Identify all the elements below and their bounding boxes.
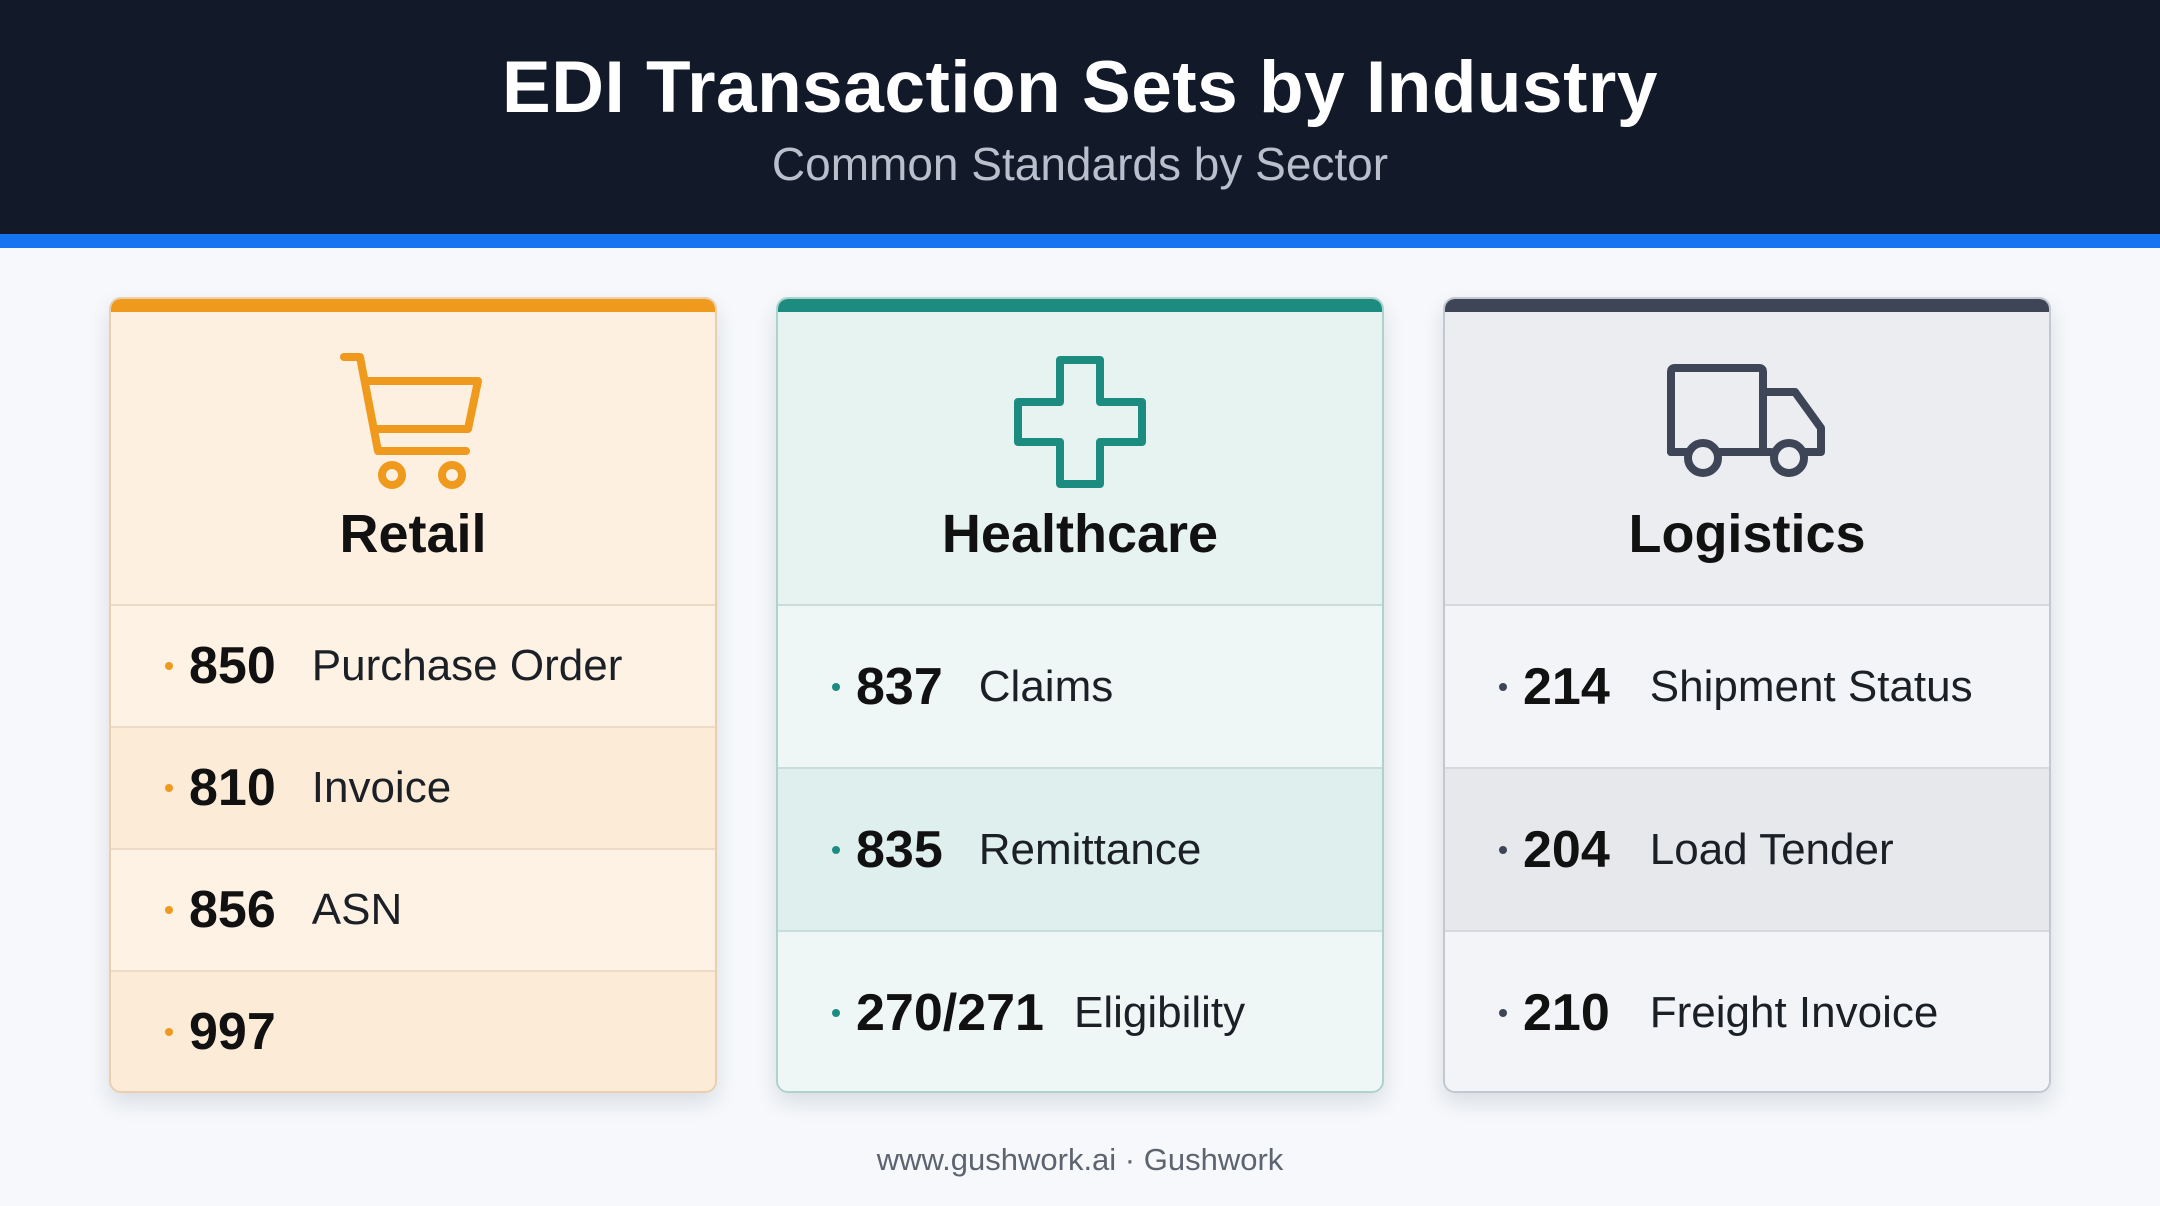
transaction-label: Purchase Order [311, 641, 623, 690]
bullet-dot [832, 845, 840, 854]
header-banner: EDI Transaction Sets by Industry Common … [0, 0, 2160, 234]
transaction-code: 856 [189, 881, 276, 939]
transaction-code: 850 [189, 637, 276, 695]
transaction-label: Freight Invoice [1649, 987, 1939, 1037]
bullet-dot [165, 906, 173, 914]
list-item: 210 Freight Invoice [1445, 930, 2049, 1091]
transaction-code: 810 [189, 759, 276, 817]
transaction-label: Claims [978, 661, 1114, 711]
transaction-code: 997 [189, 1003, 276, 1061]
transaction-list: 214 Shipment Status 204 Load Tender 210 … [1445, 604, 2049, 1091]
bullet-dot [165, 1028, 173, 1036]
transaction-label: Load Tender [1649, 824, 1894, 874]
transaction-label: Invoice [311, 763, 452, 812]
transaction-label: Remittance [978, 824, 1202, 874]
bullet-dot [1499, 845, 1507, 854]
transaction-code: 835 [856, 820, 943, 879]
card-topbar [1445, 299, 2049, 312]
transaction-label: Eligibility [1073, 987, 1246, 1037]
transaction-code: 210 [1523, 983, 1610, 1042]
transaction-list: 837 Claims 835 Remittance 270/271 Eligib… [778, 604, 1382, 1091]
card-retail: Retail 850 Purchase Order 810 Invoice 85… [109, 297, 717, 1093]
list-item: 835 Remittance [778, 767, 1382, 930]
card-topbar [111, 299, 715, 312]
transaction-code: 837 [856, 657, 943, 716]
list-item: 837 Claims [778, 604, 1382, 767]
truck-icon [1663, 362, 1831, 489]
list-item: 204 Load Tender [1445, 767, 2049, 930]
medical-cross-icon [1012, 354, 1148, 495]
list-item: 856 ASN [111, 848, 715, 970]
transaction-code: 204 [1523, 820, 1610, 879]
shopping-cart-icon [338, 351, 488, 500]
header-accent-rule [0, 234, 2160, 248]
card-logistics: Logistics 214 Shipment Status 204 Load T… [1443, 297, 2051, 1093]
card-title: Logistics [1628, 504, 1866, 564]
bullet-dot [832, 682, 840, 691]
card-healthcare: Healthcare 837 Claims 835 Remittance 270… [776, 297, 1384, 1093]
bullet-dot [832, 1008, 840, 1017]
transaction-code: 214 [1523, 657, 1610, 716]
card-title: Healthcare [941, 504, 1219, 564]
transaction-label: Shipment Status [1649, 661, 1973, 711]
list-item: 850 Purchase Order [111, 604, 715, 726]
footer-credit[interactable]: www.gushwork.ai · Gushwork [876, 1142, 1284, 1177]
transaction-label: ASN [311, 885, 403, 934]
list-item: 810 Invoice [111, 726, 715, 848]
bullet-dot [165, 784, 173, 792]
card-topbar [778, 299, 1382, 312]
transaction-code: 270/271 [856, 983, 1044, 1042]
page-title: EDI Transaction Sets by Industry [502, 47, 1658, 128]
transaction-list: 850 Purchase Order 810 Invoice 856 ASN 9… [111, 604, 715, 1091]
card-title: Retail [339, 504, 487, 564]
bullet-dot [1499, 682, 1507, 691]
list-item: 270/271 Eligibility [778, 930, 1382, 1091]
page-subtitle: Common Standards by Sector [771, 138, 1389, 190]
bullet-dot [1499, 1008, 1507, 1017]
list-item: 997 [111, 970, 715, 1091]
bullet-dot [165, 662, 173, 670]
list-item: 214 Shipment Status [1445, 604, 2049, 767]
